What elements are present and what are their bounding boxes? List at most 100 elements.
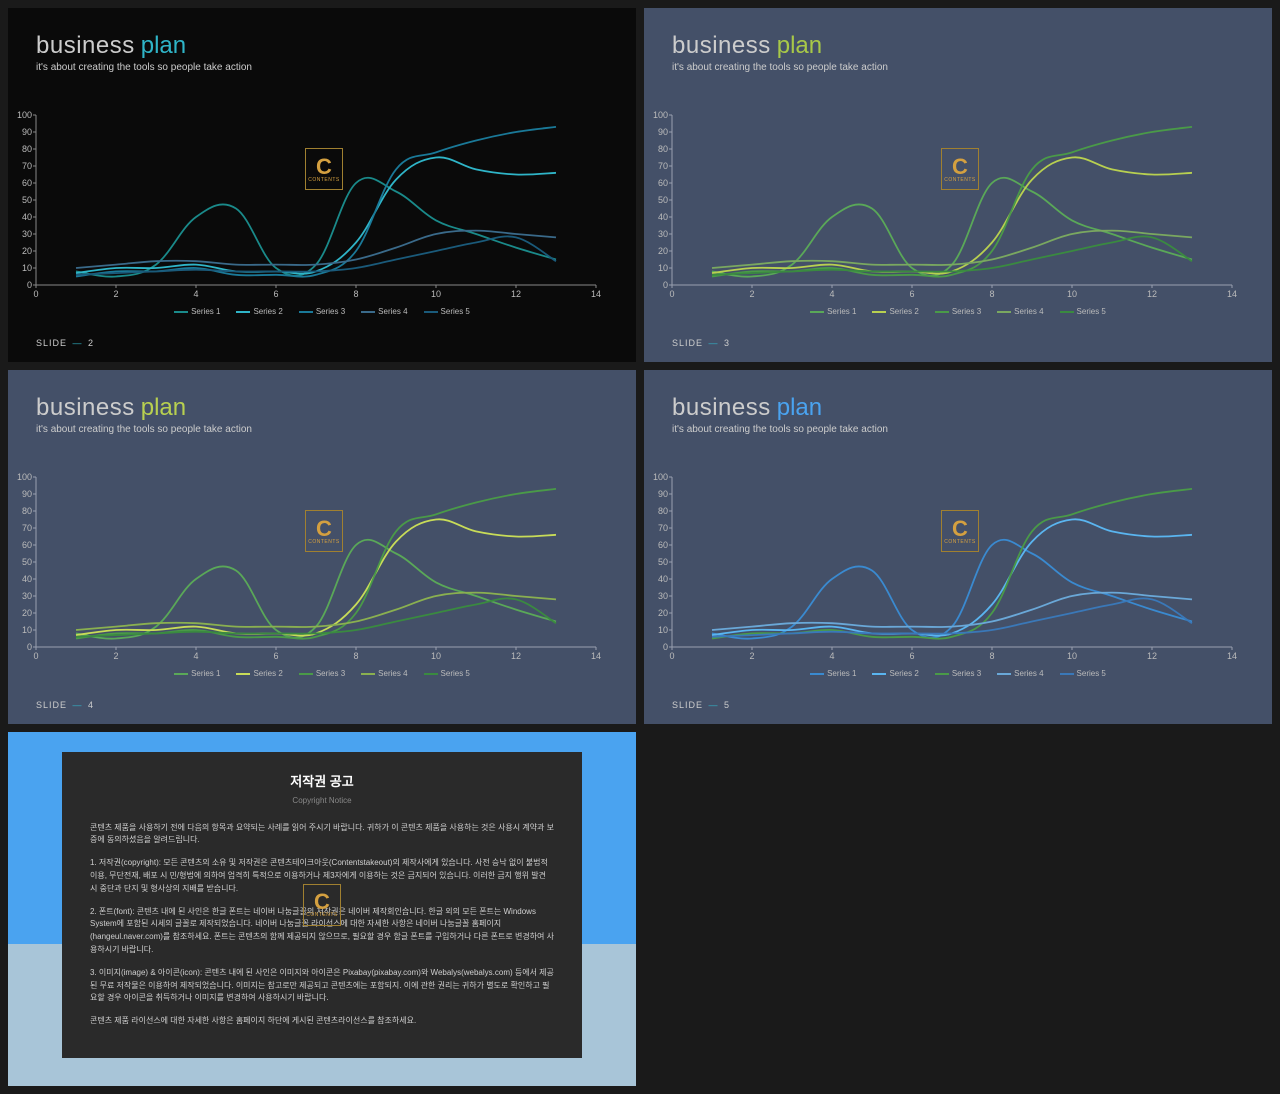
y-tick-label: 40 [8,574,32,584]
legend-swatch [361,673,375,675]
x-tick-label: 10 [1067,289,1077,299]
x-tick-label: 2 [749,289,754,299]
series-line [712,127,1192,277]
chart-wrap: 010203040506070809010002468101214CCONTEN… [672,115,1244,316]
x-tick-label: 0 [669,651,674,661]
y-tick-label: 80 [8,144,32,154]
legend-swatch [872,311,886,313]
legend-item: Series 1 [174,307,220,316]
legend-swatch [424,311,438,313]
legend-label: Series 2 [253,307,282,316]
footer-label: SLIDE [672,338,703,348]
slide-footer: SLIDE — 4 [36,700,94,710]
legend-label: Series 2 [253,669,282,678]
chart-svg [36,115,596,285]
footer-label: SLIDE [36,700,67,710]
notice-p2: 1. 저작권(copyright): 모든 콘텐츠의 소유 및 저작권은 콘텐츠… [90,857,554,895]
y-tick-label: 100 [8,110,32,120]
chart-svg [672,477,1232,647]
series-line [76,127,556,277]
legend-item: Series 2 [236,307,282,316]
slide-subtitle: it's about creating the tools so people … [672,62,1244,73]
legend-label: Series 3 [316,307,345,316]
legend-swatch [361,311,375,313]
legend-swatch [1060,311,1074,313]
legend-swatch [810,673,824,675]
y-tick-label: 20 [8,246,32,256]
y-tick-label: 10 [8,625,32,635]
legend-swatch [997,311,1011,313]
legend-swatch [299,673,313,675]
legend-item: Series 5 [1060,669,1106,678]
y-tick-label: 50 [644,557,668,567]
legend-item: Series 3 [299,307,345,316]
y-tick-label: 80 [8,506,32,516]
legend-item: Series 3 [935,307,981,316]
y-tick-label: 30 [8,229,32,239]
notice-p4: 3. 이미지(image) & 아이콘(icon): 콘텐츠 내에 된 사인은 … [90,967,554,1005]
legend-item: Series 5 [424,669,470,678]
x-tick-label: 8 [989,289,994,299]
x-tick-label: 12 [1147,651,1157,661]
slide-title: businessplan [36,394,608,422]
legend-swatch [810,311,824,313]
legend-label: Series 5 [1077,669,1106,678]
x-tick-label: 0 [33,651,38,661]
legend-label: Series 2 [889,307,918,316]
slide-2: businessplanit's about creating the tool… [8,8,636,362]
chart-legend: Series 1Series 2Series 3Series 4Series 5 [36,307,608,316]
legend-label: Series 1 [827,307,856,316]
y-tick-label: 70 [644,523,668,533]
x-tick-label: 0 [33,289,38,299]
legend-swatch [1060,673,1074,675]
x-tick-label: 10 [1067,651,1077,661]
x-tick-label: 2 [113,651,118,661]
y-tick-label: 40 [8,212,32,222]
y-tick-label: 50 [8,195,32,205]
x-tick-label: 8 [353,289,358,299]
footer-dash: — [709,338,719,348]
legend-swatch [997,673,1011,675]
y-tick-label: 80 [644,144,668,154]
title-plan: plan [141,32,186,60]
legend-item: Series 4 [361,669,407,678]
legend-item: Series 3 [935,669,981,678]
slide-title: businessplan [672,394,1244,422]
y-tick-label: 30 [644,229,668,239]
legend-item: Series 2 [872,307,918,316]
slide-4: businessplan it's about creating the tool… [8,370,636,724]
slide-footer: SLIDE — 3 [672,338,730,348]
slide-footer: SLIDE — 5 [672,700,730,710]
footer-label: SLIDE [36,338,67,348]
legend-label: Series 4 [378,669,407,678]
legend-label: Series 1 [191,307,220,316]
x-tick-label: 12 [1147,289,1157,299]
y-tick-label: 70 [644,161,668,171]
legend-item: Series 3 [299,669,345,678]
x-tick-label: 8 [353,651,358,661]
chart-wrap: 010203040506070809010002468101214CCONTEN… [36,115,608,316]
x-tick-label: 2 [113,289,118,299]
x-tick-label: 12 [511,651,521,661]
empty-cell [644,732,1272,1086]
notice-subtitle: Copyright Notice [90,795,554,808]
x-tick-label: 14 [591,289,601,299]
legend-swatch [174,673,188,675]
line-chart: 010203040506070809010002468101214CCONTEN… [36,477,596,647]
x-tick-label: 4 [829,289,834,299]
series-line [712,489,1192,639]
y-tick-label: 80 [644,506,668,516]
legend-label: Series 3 [952,669,981,678]
legend-swatch [935,311,949,313]
y-tick-label: 40 [644,212,668,222]
chart-legend: Series 1Series 2Series 3Series 4Series 5 [36,669,608,678]
y-tick-label: 0 [8,280,32,290]
legend-label: Series 5 [1077,307,1106,316]
series-line [712,157,1192,273]
x-tick-label: 14 [591,651,601,661]
title-business: business [672,32,771,60]
slide-subtitle: it's about creating the tools so people … [36,424,608,435]
notice-p1: 콘텐츠 제품을 사용하기 전에 다음의 항목과 요약되는 사례를 읽어 주시기 … [90,822,554,848]
title-plan: plan [777,394,822,422]
legend-label: Series 3 [952,307,981,316]
